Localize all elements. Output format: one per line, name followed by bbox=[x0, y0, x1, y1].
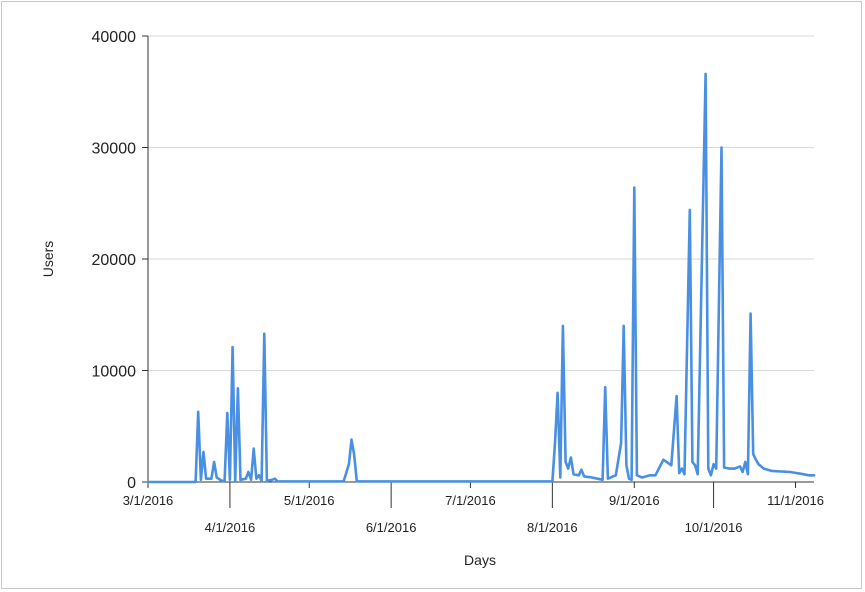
x-tick-label: 3/1/2016 bbox=[123, 493, 174, 508]
y-tick-label: 40000 bbox=[92, 29, 137, 46]
x-tick-label: 5/1/2016 bbox=[284, 493, 335, 508]
x-tick-label: 8/1/2016 bbox=[527, 520, 578, 535]
grid-lines bbox=[148, 35, 814, 371]
x-tick-label: 11/1/2016 bbox=[767, 493, 824, 508]
x-tick-label: 9/1/2016 bbox=[609, 493, 660, 508]
y-axis-ticks: 0 10000 20000 30000 40000 bbox=[92, 29, 148, 492]
x-tick-label: 6/1/2016 bbox=[366, 520, 417, 535]
x-axis-title: Days bbox=[464, 552, 496, 568]
y-tick-label: 30000 bbox=[92, 141, 137, 158]
y-tick-label: 10000 bbox=[92, 364, 137, 381]
series-layer bbox=[146, 72, 816, 484]
x-tick-label: 10/1/2016 bbox=[685, 520, 743, 535]
x-tick-label: 7/1/2016 bbox=[445, 493, 496, 508]
x-tick-label: 4/1/2016 bbox=[205, 520, 256, 535]
y-tick-label: 0 bbox=[127, 475, 136, 492]
series-line-0 bbox=[146, 72, 816, 484]
y-axis-title: Users bbox=[40, 241, 56, 278]
y-tick-label: 20000 bbox=[92, 252, 137, 269]
x-axis-ticks: 3/1/2016 4/1/2016 5/1/2016 6/1/2016 7/1/2016… bbox=[123, 482, 824, 535]
